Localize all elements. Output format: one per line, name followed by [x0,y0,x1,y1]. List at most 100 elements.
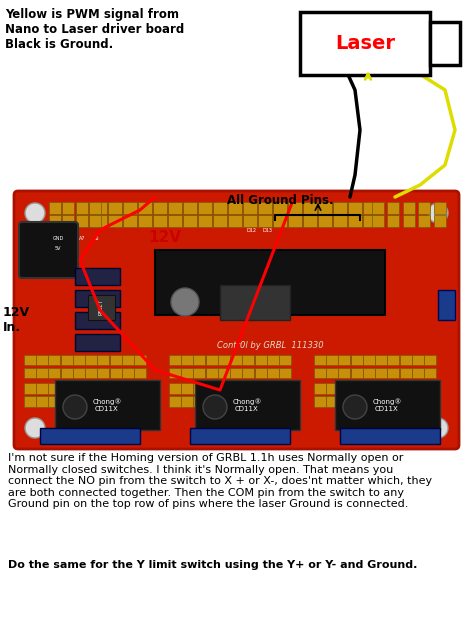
Bar [273,202,287,214]
Bar [388,202,400,214]
Bar [303,202,317,214]
Bar [206,383,218,394]
Bar [218,396,230,407]
Bar [24,383,36,394]
Bar [75,312,120,329]
Bar [181,396,193,407]
Bar [387,396,399,407]
Bar [255,368,266,378]
Bar [375,355,387,365]
Bar [85,355,97,365]
Bar [363,383,375,394]
Bar [89,202,101,214]
Bar [97,355,109,365]
Bar [267,396,279,407]
Bar [134,383,146,394]
Bar [193,396,205,407]
Bar [198,202,212,214]
Bar [403,215,415,227]
Bar [333,215,347,227]
Bar [242,396,255,407]
Text: Contr0l by GRBL  111330: Contr0l by GRBL 111330 [217,341,323,349]
Bar [279,396,291,407]
Bar [218,383,230,394]
Text: D12: D12 [247,227,257,232]
Bar [363,368,375,378]
Bar [24,355,36,365]
Bar [255,355,266,365]
Circle shape [63,395,87,419]
Bar [400,383,411,394]
Bar [88,295,115,320]
Bar [206,368,218,378]
Bar [242,355,255,365]
Bar [434,215,446,227]
Bar [169,368,181,378]
Bar [218,368,230,378]
Bar [338,383,350,394]
Bar [258,202,272,214]
Text: I'm not sure if the Homing version of GRBL 1.1h uses Normally open or
Normally c: I'm not sure if the Homing version of GR… [8,453,432,510]
Bar [63,202,74,214]
Bar [85,383,97,394]
Bar [363,355,375,365]
Bar [228,202,242,214]
Bar [73,396,85,407]
Text: All Ground Pins.: All Ground Pins. [227,194,333,207]
Bar [318,202,332,214]
Bar [375,396,387,407]
Bar [24,396,36,407]
FancyBboxPatch shape [19,222,78,278]
Bar [326,383,338,394]
Bar [93,215,107,227]
Bar [424,355,436,365]
Bar [195,380,300,430]
Bar [372,215,384,227]
Text: 12V: 12V [148,230,181,244]
Bar [89,215,101,227]
Bar [228,215,242,227]
Bar [109,383,121,394]
Bar [181,383,193,394]
Bar [73,383,85,394]
Bar [213,215,227,227]
Bar [424,396,436,407]
Text: Do the same for the Y limit switch using the Y+ or Y- and Ground.: Do the same for the Y limit switch using… [8,560,418,570]
Bar [243,202,257,214]
Bar [230,368,242,378]
Bar [279,368,291,378]
Bar [348,215,362,227]
Bar [387,383,399,394]
Bar [387,355,399,365]
Bar [61,396,73,407]
Bar [168,202,182,214]
Bar [230,355,242,365]
Circle shape [428,418,448,438]
Bar [36,396,48,407]
Bar [76,215,88,227]
Bar [419,202,430,214]
Bar [424,383,436,394]
Bar [134,368,146,378]
Bar [230,396,242,407]
Bar [419,215,430,227]
Bar [97,396,109,407]
Bar [300,12,430,75]
Bar [138,215,152,227]
Circle shape [171,288,199,316]
Bar [267,368,279,378]
Bar [314,368,326,378]
Bar [155,250,385,315]
Bar [314,355,326,365]
Bar [403,202,415,214]
Bar [424,368,436,378]
Bar [123,202,137,214]
Text: 12V
In.: 12V In. [3,306,30,334]
Bar [230,383,242,394]
Bar [314,383,326,394]
Bar [351,355,363,365]
Bar [134,396,146,407]
Bar [169,396,181,407]
Bar [183,202,197,214]
Bar [48,383,61,394]
